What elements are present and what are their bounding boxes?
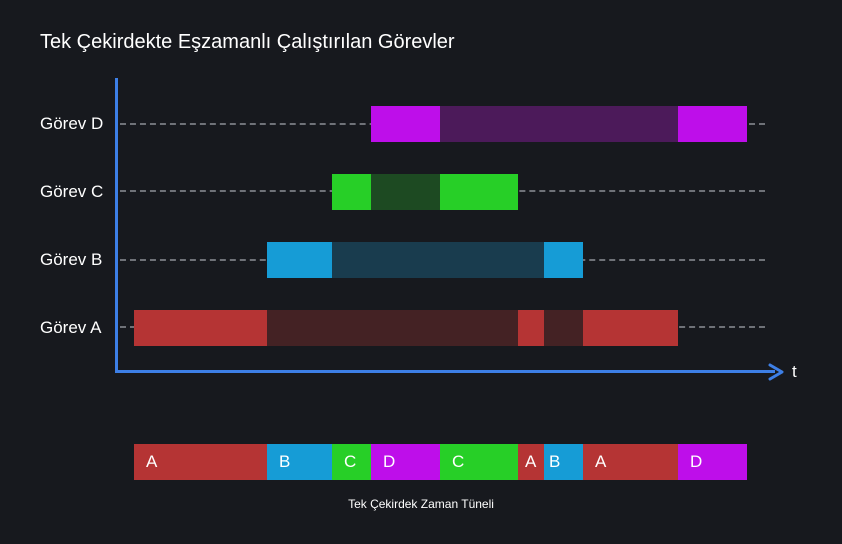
- task-a-active-segment: [583, 310, 678, 346]
- task-label-d: Görev D: [40, 114, 104, 133]
- task-label-b: Görev B: [40, 250, 103, 269]
- task-b-active-segment: [267, 242, 332, 278]
- time-axis: [115, 370, 775, 373]
- task-c-active-segment: [332, 174, 371, 210]
- task-c-waiting-segment: [371, 174, 440, 210]
- task-a-active-segment: [518, 310, 544, 346]
- task-b-waiting-segment: [332, 242, 544, 278]
- task-c-active-segment: [440, 174, 518, 210]
- chart-title: Tek Çekirdekte Eşzamanlı Çalıştırılan Gö…: [40, 31, 455, 53]
- timeline-segment: A: [583, 444, 678, 480]
- timeline-segment: D: [678, 444, 747, 480]
- timeline-segment: C: [332, 444, 371, 480]
- timeline-segment: D: [371, 444, 440, 480]
- task-d-active-segment: [678, 106, 747, 142]
- y-axis: [115, 78, 118, 373]
- task-d-active-segment: [371, 106, 440, 142]
- timeline-segment: B: [544, 444, 583, 480]
- timeline-caption: Tek Çekirdek Zaman Tüneli: [348, 497, 494, 511]
- timeline-segment: C: [440, 444, 518, 480]
- task-label-c: Görev C: [40, 182, 104, 201]
- task-a-waiting-segment: [267, 310, 518, 346]
- task-d-waiting-segment: [440, 106, 678, 142]
- single-core-timeline: A B C D C A B A D: [134, 444, 747, 480]
- task-label-a: Görev A: [40, 318, 102, 337]
- timeline-segment: B: [267, 444, 332, 480]
- task-a-active-segment: [134, 310, 267, 346]
- time-axis-label: t: [792, 362, 797, 381]
- timeline-segment: A: [518, 444, 544, 480]
- time-axis-arrow-icon: [768, 363, 784, 381]
- task-a-waiting-segment: [544, 310, 583, 346]
- timeline-segment: A: [134, 444, 267, 480]
- task-b-active-segment: [544, 242, 583, 278]
